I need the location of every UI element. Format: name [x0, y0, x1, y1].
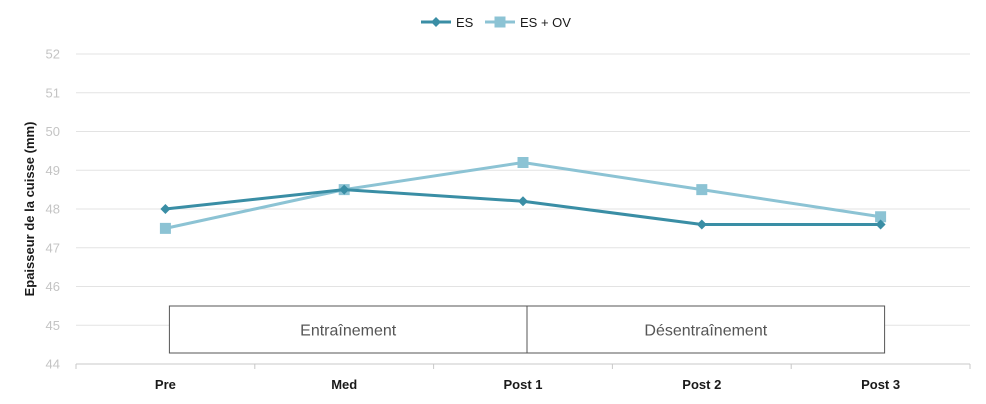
y-tick-label: 51	[46, 85, 60, 100]
legend-label: ES	[456, 15, 474, 30]
y-tick-label: 45	[46, 318, 60, 333]
data-point	[875, 211, 887, 223]
x-tick-label: Pre	[155, 377, 176, 392]
phase-box	[526, 305, 886, 354]
y-tick-label: 49	[46, 163, 60, 178]
x-axis-ticks: Pre Med Post 1 Post 2 Post 3	[75, 364, 971, 392]
phase-box	[168, 305, 528, 354]
y-tick-label: 47	[46, 240, 60, 255]
phase-annotations: Entraînement Désentraînement	[168, 305, 886, 354]
data-point	[160, 204, 171, 214]
x-tick-label: Post 1	[503, 377, 542, 392]
legend-item: ES	[421, 15, 474, 30]
legend: ES ES + OV	[421, 15, 571, 30]
series-line	[165, 161, 881, 230]
series	[160, 184, 886, 230]
series	[159, 157, 887, 234]
x-tick-label: Post 2	[682, 377, 721, 392]
y-tick-label: 44	[46, 357, 60, 372]
phase-label: Désentraînement	[644, 323, 767, 340]
phase-label: Entraînement	[300, 323, 397, 340]
y-axis-ticks: 44 45 46 47 48 49 50 51 52	[46, 47, 60, 372]
data-point	[159, 222, 171, 234]
x-tick-label: Post 3	[861, 377, 900, 392]
data-point	[696, 219, 707, 230]
legend-marker	[431, 17, 441, 27]
y-tick-label: 48	[46, 202, 60, 217]
data-point	[696, 184, 708, 196]
x-tick-label: Med	[331, 377, 357, 392]
y-tick-label: 52	[46, 47, 60, 62]
legend-item: ES + OV	[485, 15, 571, 30]
data-point	[339, 184, 350, 195]
grid-lines	[76, 53, 970, 326]
legend-label: ES + OV	[520, 15, 571, 30]
series-group	[159, 157, 887, 234]
y-axis-label: Epaisseur de la cuisse (mm)	[22, 122, 37, 297]
series-line	[165, 188, 881, 226]
legend-marker	[494, 16, 506, 28]
data-point	[517, 157, 529, 168]
data-point	[875, 219, 886, 230]
y-tick-label: 50	[46, 124, 60, 139]
data-point	[518, 196, 528, 207]
y-tick-label: 46	[46, 279, 60, 294]
